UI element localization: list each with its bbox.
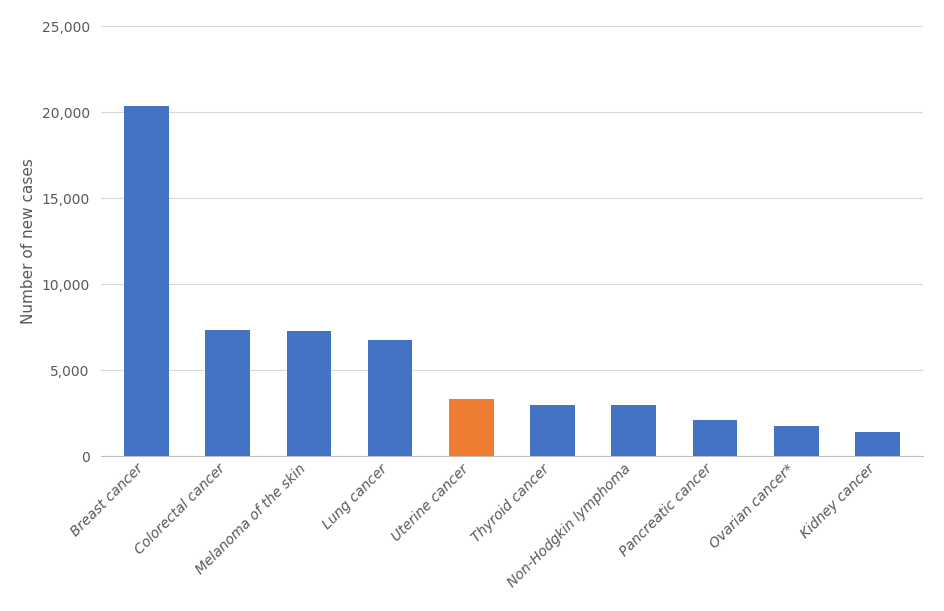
Y-axis label: Number of new cases: Number of new cases [21,158,36,324]
Bar [693,420,737,456]
Bar [287,331,331,456]
Bar [612,406,656,456]
Bar [449,398,494,456]
Bar [774,426,818,456]
Bar [124,106,169,456]
Bar [368,340,413,456]
Bar [855,432,900,456]
Bar [531,406,575,456]
Bar [205,330,250,456]
